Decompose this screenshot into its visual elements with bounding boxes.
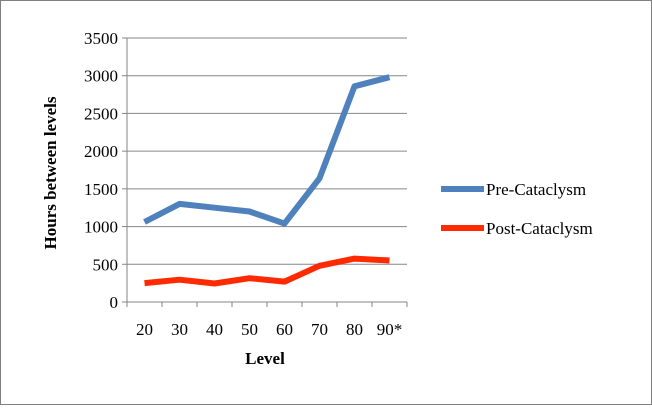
y-axis-title: Hours between levels [41,96,60,249]
y-tick-label: 0 [110,293,119,312]
x-tick-label: 90* [377,320,403,339]
x-tick-label: 50 [241,320,258,339]
x-tick-label: 80 [346,320,363,339]
y-tick-label: 1500 [84,180,118,199]
y-tick-label: 500 [93,255,119,274]
x-axis-title: Level [245,349,285,368]
tick-labels: 0 500 1000 1500 2000 2500 3000 3500 20 30 40 50 60 70… [84,29,402,339]
y-tick-label: 1000 [84,218,118,237]
legend-label: Pre-Cataclysm [486,180,586,199]
y-tick-label: 3000 [84,67,118,86]
x-tick-label: 20 [136,320,153,339]
grid-lines [127,37,407,265]
series-lines [143,74,391,287]
legend-label: Post-Cataclysm [486,219,593,238]
y-tick-label: 2500 [84,104,118,123]
x-tick-label: 70 [311,320,328,339]
x-tick-label: 40 [206,320,223,339]
series-line-pre-cataclysm [143,74,391,227]
series-line-post-cataclysm [144,255,390,287]
y-tick-label: 3500 [84,29,118,48]
x-tick-label: 30 [171,320,188,339]
axes [122,37,408,307]
x-tick-label: 60 [276,320,293,339]
legend: Pre-Cataclysm Post-Cataclysm [441,180,593,238]
y-tick-label: 2000 [84,142,118,161]
